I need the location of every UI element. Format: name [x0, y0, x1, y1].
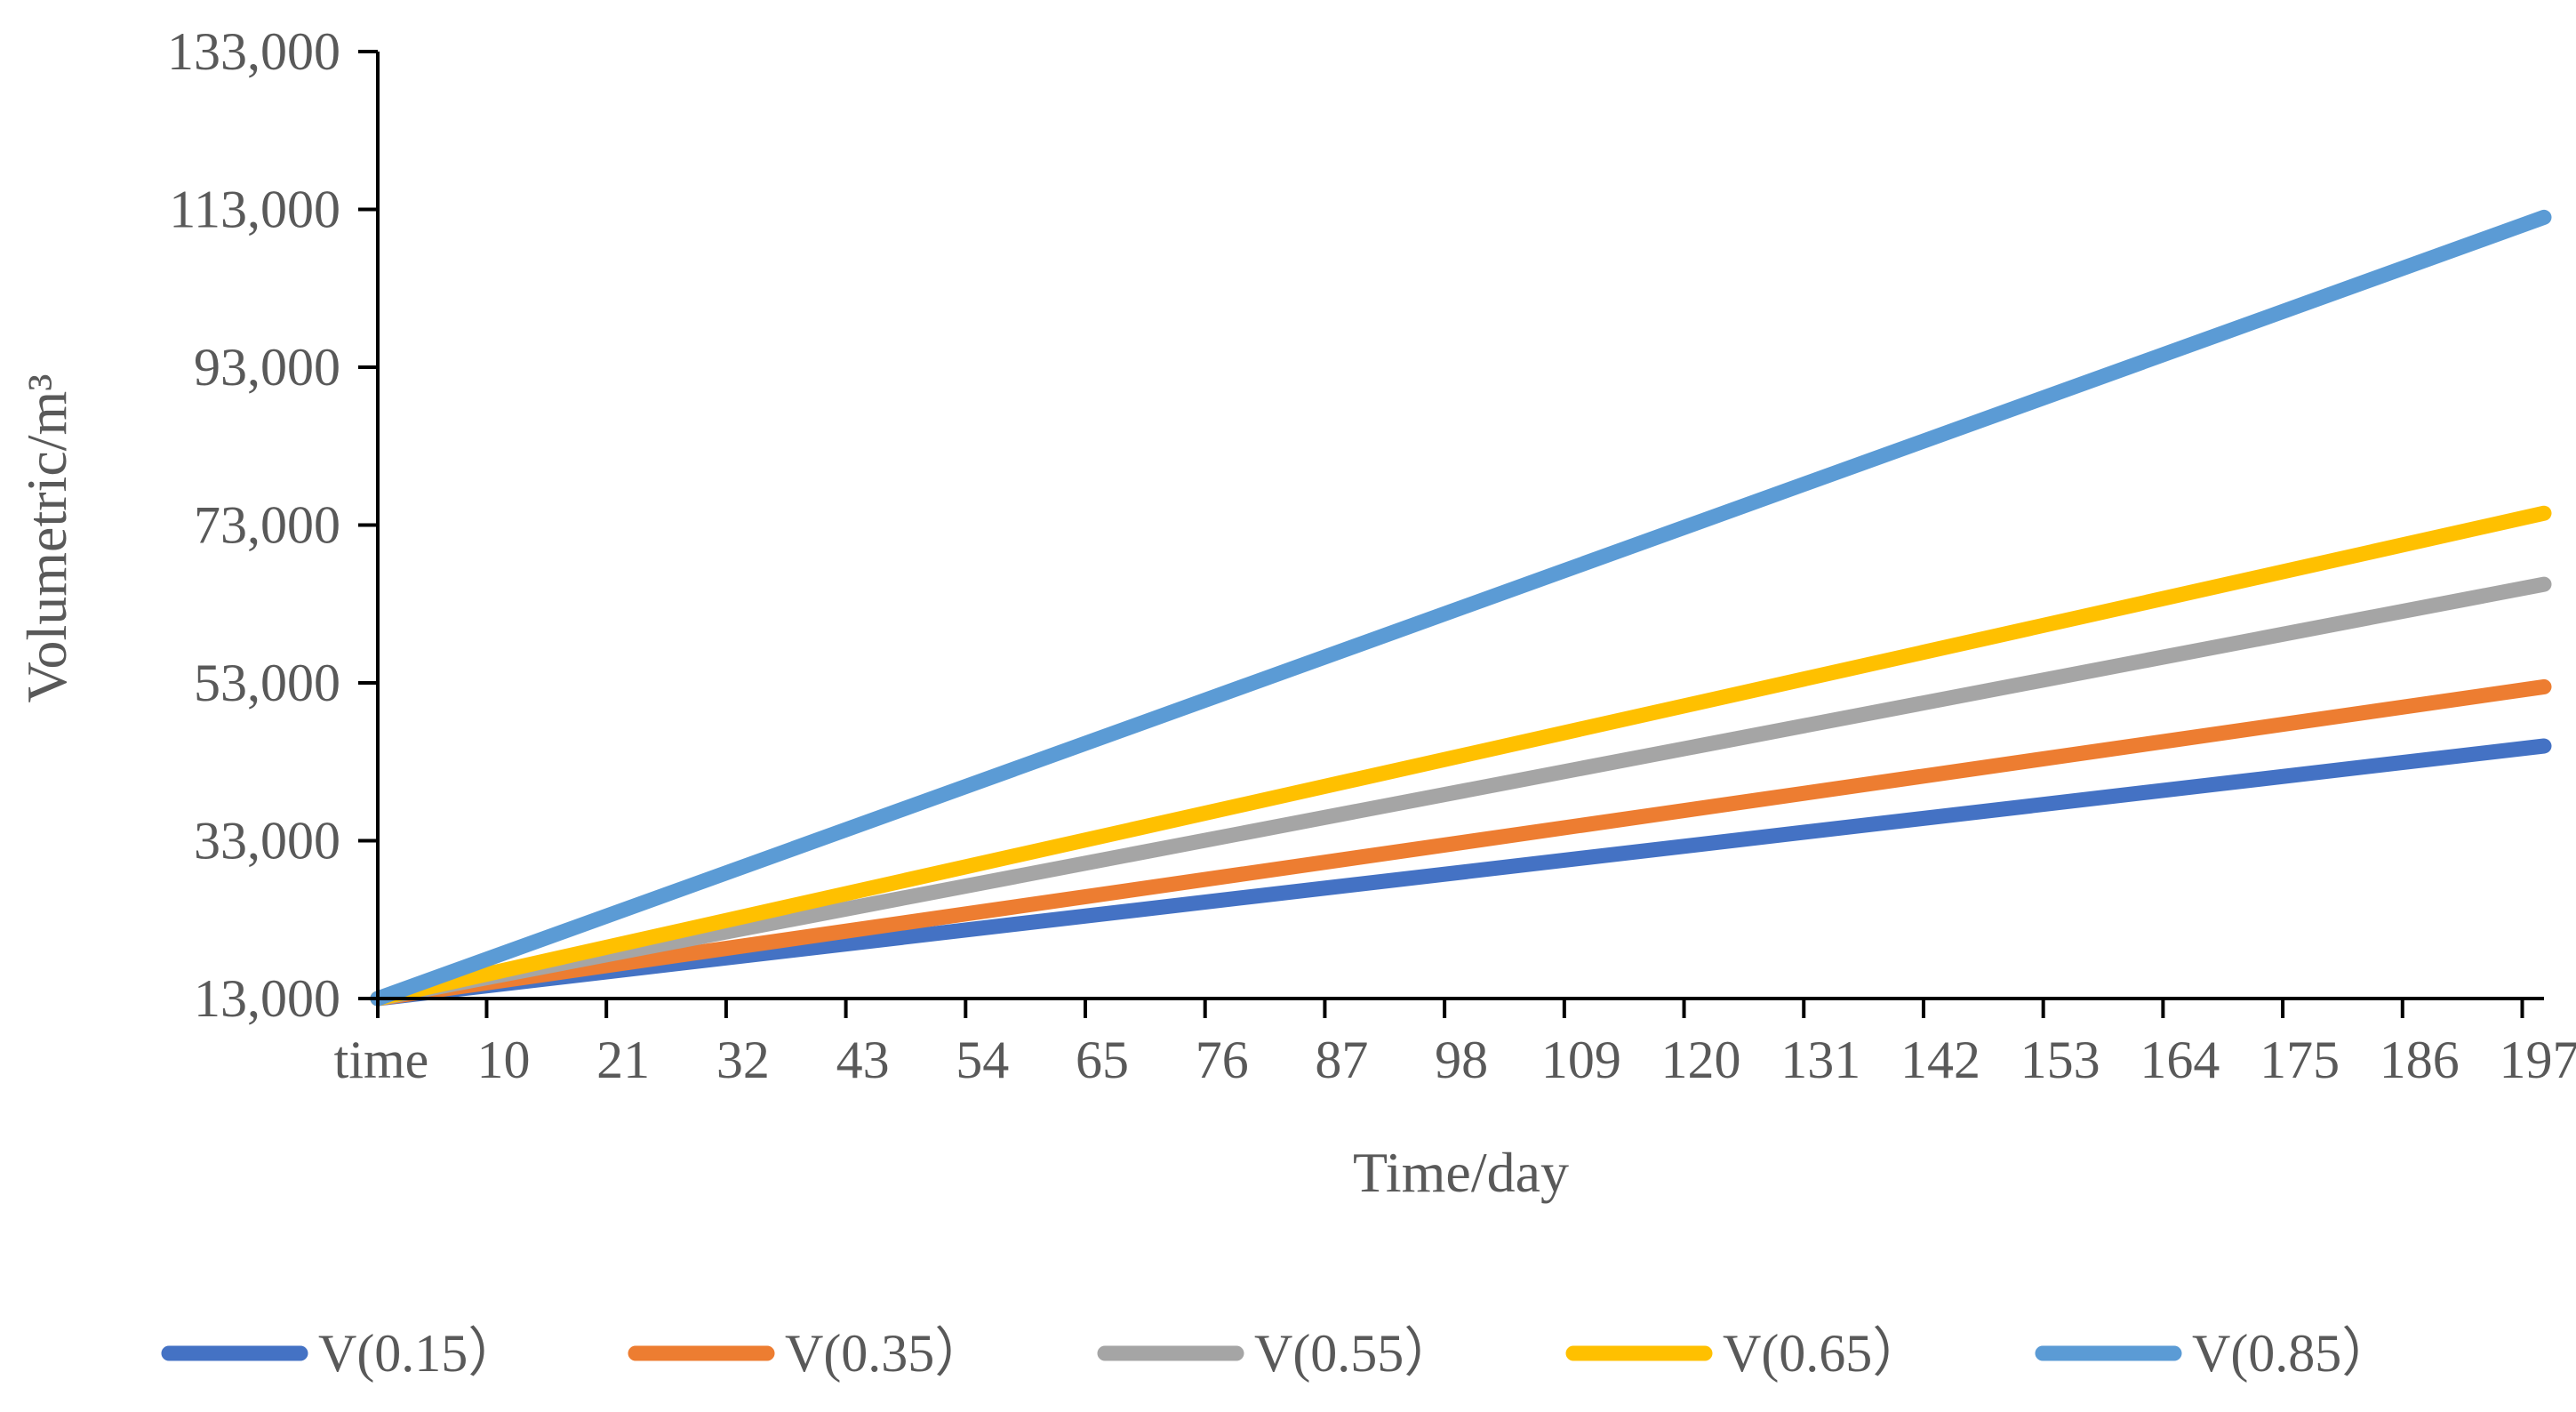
- legend-label: V(0.15）: [318, 1324, 521, 1383]
- x-tick-label: 153: [2020, 1031, 2100, 1089]
- x-tick-label: 65: [1076, 1031, 1129, 1089]
- x-tick-label: 197: [2500, 1031, 2576, 1089]
- series-layer: [370, 209, 2552, 1007]
- y-tick-label: 133,000: [167, 22, 340, 81]
- series-line: [370, 738, 2552, 1007]
- y-tick-label: 73,000: [194, 496, 340, 555]
- series-line: [370, 576, 2552, 1007]
- y-tick-label: 53,000: [194, 654, 340, 712]
- x-tick-label: time: [334, 1031, 429, 1089]
- legend-label: V(0.55）: [1254, 1324, 1457, 1383]
- x-tick-label: 21: [596, 1031, 650, 1089]
- x-tick-label: 98: [1435, 1031, 1488, 1089]
- y-tick-label: 13,000: [194, 969, 340, 1028]
- x-tick-label: 109: [1541, 1031, 1621, 1089]
- x-axis-title: Time/day: [1353, 1141, 1569, 1204]
- axes-layer: [376, 52, 2544, 1000]
- x-ticks: time 10 21 32 43 54 65 76 87 98 109 120 131 142 153 164…: [334, 999, 2576, 1089]
- x-tick-label: 87: [1315, 1031, 1368, 1089]
- x-tick-label: 186: [2380, 1031, 2460, 1089]
- legend: V(0.15） V(0.35） V(0.55） V(0.65） V(0.85）: [161, 1324, 2395, 1383]
- y-axis-title: Volumetric/m³: [15, 374, 78, 703]
- x-tick-label: 54: [956, 1031, 1009, 1089]
- series-line: [370, 209, 2552, 1007]
- series-line: [370, 505, 2552, 1007]
- x-tick-label: 32: [716, 1031, 770, 1089]
- x-tick-label: 131: [1780, 1031, 1860, 1089]
- x-tick-label: 10: [476, 1031, 530, 1089]
- y-tick-label: 93,000: [194, 338, 340, 397]
- legend-label: V(0.85）: [2192, 1324, 2395, 1383]
- legend-label: V(0.35）: [785, 1324, 988, 1383]
- legend-label: V(0.65）: [1723, 1324, 1925, 1383]
- x-tick-label: 76: [1196, 1031, 1249, 1089]
- x-tick-label: 175: [2260, 1031, 2340, 1089]
- y-ticks: 13,000 33,000 53,000 73,000 93,000 113,000 133…: [167, 22, 378, 1028]
- y-tick-label: 113,000: [169, 181, 340, 239]
- y-tick-label: 33,000: [194, 812, 340, 870]
- x-tick-label: 142: [1900, 1031, 1980, 1089]
- x-tick-label: 43: [836, 1031, 890, 1089]
- series-line: [370, 678, 2552, 1007]
- x-tick-label: 120: [1661, 1031, 1741, 1089]
- x-tick-label: 164: [2140, 1031, 2220, 1089]
